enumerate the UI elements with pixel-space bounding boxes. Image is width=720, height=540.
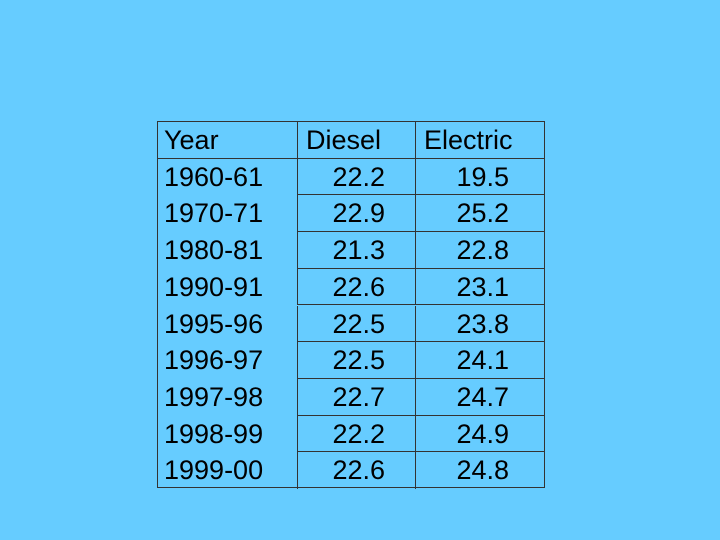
table-cell: 1995-96 — [164, 308, 264, 339]
table-cell: 22.6 — [297, 452, 415, 489]
table-cell: 22.2 — [297, 158, 415, 196]
table-cell: 1990-91 — [164, 271, 264, 302]
table-cell: 24.8 — [415, 452, 544, 489]
table-cell: 23.8 — [415, 305, 544, 343]
header-cell: Year — [158, 122, 297, 159]
table-cell: 22.8 — [415, 232, 544, 269]
table-cell: 1999-00 — [164, 455, 264, 486]
table-cell: 22.6 — [297, 268, 415, 306]
table-cell: 24.7 — [415, 378, 544, 416]
table-cell: 22.7 — [297, 378, 415, 416]
table: Year Diesel Electric 1960-61 22.2 19.5 1970-71… — [157, 121, 545, 489]
table-cell: 1970-71 — [164, 198, 264, 229]
table-cell: 1996-97 — [164, 345, 264, 376]
header-cell: Electric — [415, 122, 544, 159]
table-cell: 1980-81 — [164, 235, 264, 266]
table-cell: 24.1 — [415, 342, 544, 379]
table-cell: 22.9 — [297, 195, 415, 233]
table-cell: 24.9 — [415, 415, 544, 453]
table-cell: 1960-61 — [164, 161, 264, 192]
table-cell: 21.3 — [297, 232, 415, 269]
table-cell: 23.1 — [415, 268, 544, 306]
table-cell: 1997-98 — [164, 381, 264, 412]
table-cell: 19.5 — [415, 158, 544, 196]
table-cell: 1998-99 — [164, 418, 264, 449]
table-cell: 22.5 — [297, 305, 415, 343]
table-cell: 25.2 — [415, 195, 544, 233]
header-cell: Diesel — [297, 122, 415, 159]
table-cell: 22.5 — [297, 342, 415, 379]
table-cell: 22.2 — [297, 415, 415, 453]
